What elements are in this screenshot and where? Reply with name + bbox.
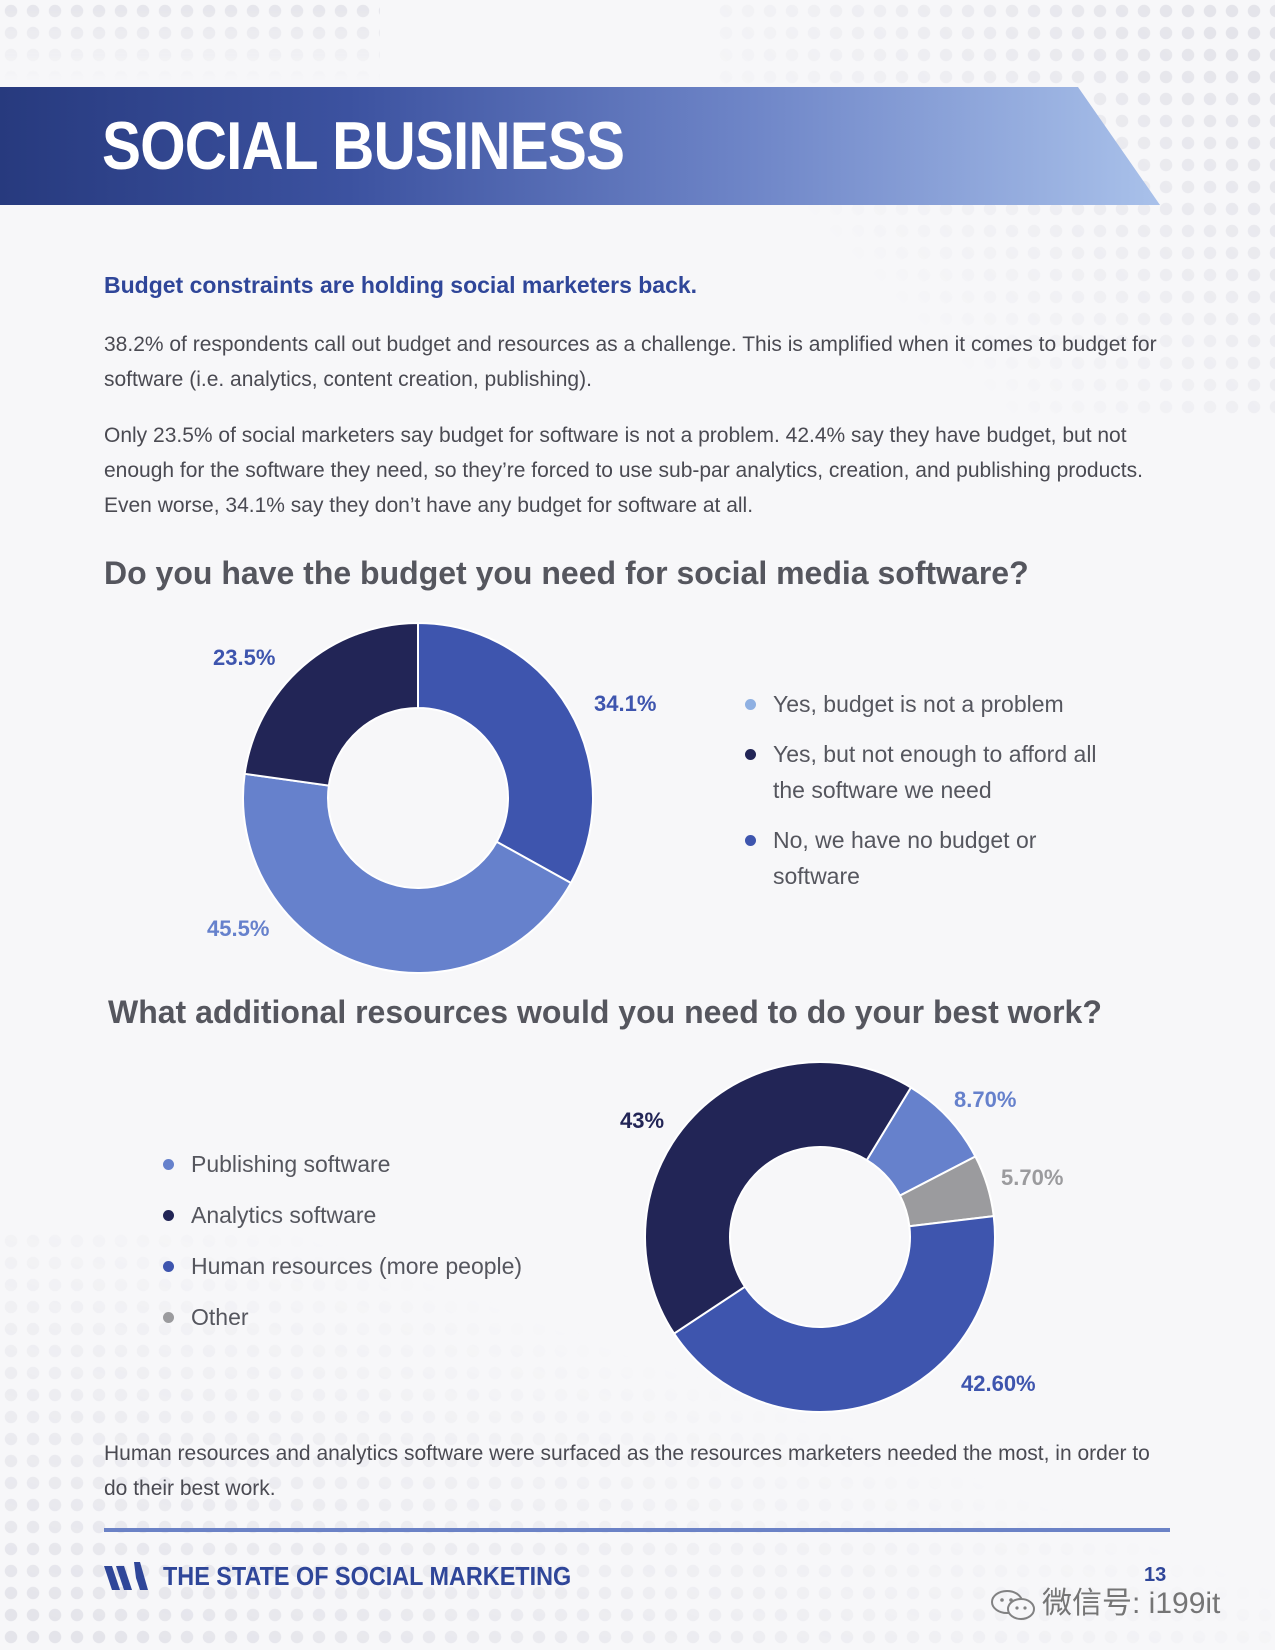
donut-slice	[243, 621, 419, 787]
footer-divider	[104, 1528, 1170, 1532]
legend-item: Publishing software	[163, 1146, 583, 1182]
legend-label: Publishing software	[191, 1151, 391, 1177]
closing-paragraph: Human resources and analytics software w…	[104, 1442, 1150, 1500]
legend-item: Yes, budget is not a problem	[745, 686, 1165, 722]
slice-value-label: 34.1%	[594, 691, 656, 716]
legend-bullet-icon	[745, 749, 756, 760]
wechat-icon	[991, 1590, 1035, 1621]
legend-bullet-icon	[745, 835, 756, 846]
legend-bullet-icon	[163, 1210, 174, 1221]
slice-value-label: 42.60%	[961, 1371, 1036, 1396]
legend-item: Analytics software	[163, 1197, 583, 1233]
slice-value-label: 5.70%	[1001, 1165, 1063, 1190]
report-title: THE STATE OF SOCIAL MARKETING	[163, 1561, 572, 1591]
chart-legend: Publishing software Analytics software H…	[163, 1146, 583, 1335]
legend-bullet-icon	[745, 699, 756, 710]
donut-slice	[644, 1061, 913, 1335]
chart-question: What additional resources would you need…	[108, 994, 1102, 1030]
chart-question: Do you have the budget you need for soci…	[104, 555, 1029, 591]
donut-slice	[672, 1214, 996, 1413]
donut-slice	[242, 772, 573, 974]
slice-value-label: 43%	[620, 1108, 664, 1133]
watermark-text: 微信号: i199it	[1042, 1587, 1221, 1620]
legend-label: Analytics software	[191, 1202, 377, 1228]
section-title: SOCIAL BUSINESS	[102, 108, 625, 184]
subheading: Budget constraints are holding social ma…	[104, 272, 698, 298]
body-paragraph: 38.2% of respondents call out budget and…	[104, 333, 1157, 391]
legend-label: Yes, but not enough to afford all the so…	[773, 741, 1097, 803]
legend-bullet-icon	[163, 1159, 174, 1170]
slice-value-label: 8.70%	[954, 1087, 1016, 1112]
legend-bullet-icon	[163, 1261, 174, 1272]
chart-legend: Yes, budget is not a problem Yes, but no…	[745, 686, 1165, 894]
watermark: 微信号: i199it	[990, 1578, 1220, 1622]
legend-label: Yes, budget is not a problem	[773, 691, 1064, 717]
page-number: 13	[1144, 1564, 1167, 1586]
legend-item: Other	[163, 1299, 583, 1335]
legend-item: Yes, but not enough to afford all the so…	[745, 736, 1165, 808]
legend-item: Human resources (more people)	[163, 1248, 583, 1284]
legend-bullet-icon	[163, 1312, 174, 1323]
legend-item: No, we have no budget or software	[745, 822, 1165, 894]
legend-label: Human resources (more people)	[191, 1253, 523, 1279]
body-paragraph: Only 23.5% of social marketers say budge…	[104, 424, 1143, 517]
slice-value-label: 45.5%	[207, 916, 269, 941]
section-banner	[0, 87, 1160, 205]
slice-value-label: 23.5%	[213, 645, 275, 670]
donut-slice	[417, 621, 594, 885]
legend-label: No, we have no budget or software	[773, 827, 1037, 889]
legend-label: Other	[191, 1304, 249, 1330]
brand-logo-icon	[104, 1562, 148, 1590]
